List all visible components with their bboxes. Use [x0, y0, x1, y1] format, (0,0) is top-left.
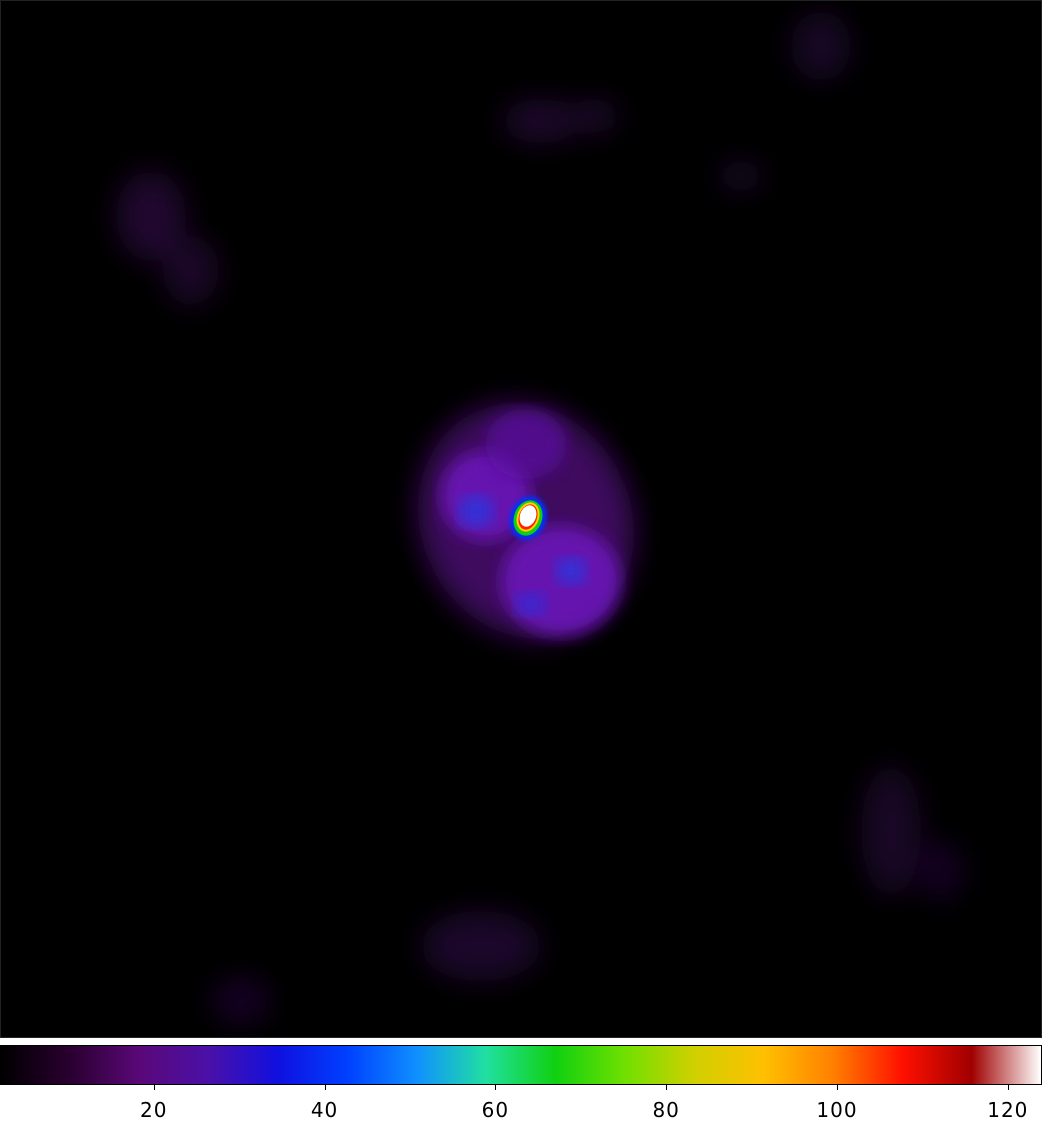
- colorbar-axis: 20 40 60 80 100 120: [0, 1085, 1042, 1127]
- colorbar-tick-label: 60: [481, 1098, 510, 1122]
- central-source: [418, 403, 634, 639]
- colorbar-tick: [495, 1085, 497, 1090]
- colorbar-tick-label: 80: [652, 1098, 680, 1122]
- false-color-image: [0, 0, 1042, 1038]
- colorbar-tick: [153, 1085, 155, 1090]
- colorbar-tick-label: 20: [140, 1098, 168, 1122]
- colorbar-tick-label: 40: [310, 1098, 339, 1122]
- colorbar-tick: [837, 1085, 839, 1090]
- colorbar-tick: [666, 1085, 668, 1090]
- colorbar-tick: [1007, 1085, 1009, 1090]
- colorbar-tick: [324, 1085, 326, 1090]
- colorbar-tick-label: 100: [816, 1098, 858, 1122]
- faint-emission: [116, 11, 963, 1026]
- colorbar: [0, 1045, 1042, 1085]
- colorbar-tick-label: 120: [987, 1098, 1029, 1122]
- image-canvas: [116, 11, 963, 1026]
